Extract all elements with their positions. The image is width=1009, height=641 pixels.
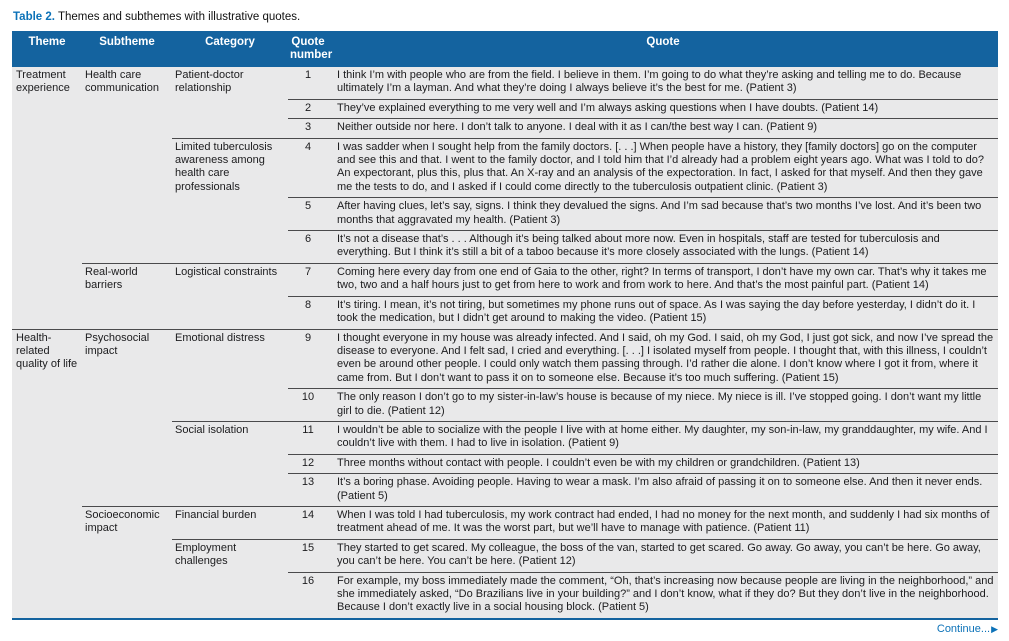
quote-number-cell: 2 bbox=[288, 98, 328, 119]
quote-number-cell: 4 bbox=[288, 137, 328, 198]
table-row: 12 Three months without contact with peo… bbox=[12, 453, 998, 474]
table-row: 16 For example, my boss immediately made… bbox=[12, 571, 998, 619]
quote-cell: Three months without contact with people… bbox=[328, 453, 998, 474]
table-row: 3 Neither outside nor here. I don’t talk… bbox=[12, 118, 998, 139]
continue-link[interactable]: Continue... bbox=[936, 622, 991, 635]
subtheme-cell: Socioeconomic impact bbox=[82, 505, 172, 619]
quote-cell: I thought everyone in my house was alrea… bbox=[328, 328, 998, 389]
theme-cell: Health-related quality of life bbox=[12, 328, 82, 619]
quote-number-cell: 11 bbox=[288, 420, 328, 455]
quote-number-cell: 6 bbox=[288, 230, 328, 264]
table-footer: Continue...▶ bbox=[12, 623, 998, 635]
table-row: Social isolation 11 I wouldn’t be able t… bbox=[12, 420, 998, 507]
page-title: Table 2. Themes and subthemes with illus… bbox=[13, 10, 998, 24]
quote-number-cell: 8 bbox=[288, 295, 328, 329]
category-cell: Emotional distress bbox=[172, 328, 288, 422]
quote-number-cell: 15 bbox=[288, 538, 328, 573]
quote-number-cell: 9 bbox=[288, 328, 328, 389]
table-row: Real-world barriers Logistical constrain… bbox=[12, 262, 998, 329]
quote-cell: I was sadder when I sought help from the… bbox=[328, 137, 998, 198]
category-cell: Financial burden bbox=[172, 505, 288, 540]
table-row: Treatment experience Health care communi… bbox=[12, 67, 998, 99]
table-row: 5 After having clues, let’s say, signs. … bbox=[12, 197, 998, 231]
quote-cell: It’s not a disease that’s . . . Although… bbox=[328, 230, 998, 264]
table-row: 13 It’s a boring phase. Avoiding people.… bbox=[12, 473, 998, 507]
column-header-quote-number: Quote number bbox=[288, 31, 332, 67]
quote-cell: I think I’m with people who are from the… bbox=[337, 69, 962, 95]
table-row: Socioeconomic impact Financial burden 14… bbox=[12, 505, 998, 619]
quote-number-cell: 16 bbox=[288, 571, 328, 619]
quote-number-cell: 1 bbox=[304, 69, 312, 81]
table-row: 2 They’ve explained everything to me ver… bbox=[12, 98, 998, 119]
category-cell: Employment challenges bbox=[172, 538, 288, 619]
category-cell: Patient-doctor relationship bbox=[175, 69, 244, 95]
quote-number-cell: 12 bbox=[288, 453, 328, 474]
header-row: Theme Subtheme Category Quote number Quo… bbox=[12, 31, 998, 67]
quote-cell: It’s tiring. I mean, it’s not tiring, bu… bbox=[328, 295, 998, 329]
quote-cell: It’s a boring phase. Avoiding people. Ha… bbox=[328, 473, 998, 507]
table-row: Health-related quality of life Psychosoc… bbox=[12, 328, 998, 619]
continue-arrow-icon[interactable]: ▶ bbox=[991, 623, 998, 634]
quote-cell: Coming here every day from one end of Ga… bbox=[328, 262, 998, 297]
subtheme-cell: Real-world barriers bbox=[82, 262, 172, 329]
category-cell: Social isolation bbox=[172, 420, 288, 507]
themes-table: Theme Subtheme Category Quote number Quo… bbox=[12, 31, 998, 620]
quote-number-cell: 13 bbox=[288, 473, 328, 507]
column-header-category: Category bbox=[172, 31, 288, 67]
subtheme-cell: Health care communication bbox=[85, 69, 159, 95]
column-header-theme: Theme bbox=[12, 31, 82, 67]
column-header-subtheme: Subtheme bbox=[82, 31, 172, 67]
quote-cell: After having clues, let’s say, signs. I … bbox=[328, 197, 998, 231]
table-title-text: Themes and subthemes with illustrative q… bbox=[54, 11, 301, 23]
quote-cell: When I was told I had tuberculosis, my w… bbox=[328, 505, 998, 540]
theme-cell: Treatment experience bbox=[16, 69, 70, 95]
table-row: Employment challenges 15 They started to… bbox=[12, 538, 998, 619]
table-row: Limited tuberculosis awareness among hea… bbox=[12, 137, 998, 264]
table-row: 8 It’s tiring. I mean, it’s not tiring, … bbox=[12, 295, 998, 329]
table-row: 10 The only reason I don’t go to my sist… bbox=[12, 388, 998, 422]
quote-cell: I wouldn’t be able to socialize with the… bbox=[328, 420, 998, 455]
quote-number-cell: 10 bbox=[288, 388, 328, 422]
table-number-label: Table 2. bbox=[13, 11, 55, 23]
category-cell: Logistical constraints bbox=[172, 262, 288, 329]
category-cell: Limited tuberculosis awareness among hea… bbox=[172, 137, 288, 264]
quote-number-cell: 3 bbox=[288, 118, 328, 139]
quote-number-cell: 14 bbox=[288, 505, 328, 540]
quote-cell: They’ve explained everything to me very … bbox=[328, 98, 998, 119]
quote-number-cell: 5 bbox=[288, 197, 328, 231]
subtheme-cell: Psychosocial impact bbox=[82, 328, 172, 507]
column-header-quote: Quote bbox=[328, 31, 998, 67]
quote-cell: They started to get scared. My colleague… bbox=[328, 538, 998, 573]
table-row: 6 It’s not a disease that’s . . . Althou… bbox=[12, 230, 998, 264]
quote-cell: Neither outside nor here. I don’t talk t… bbox=[328, 118, 998, 139]
quote-cell: For example, my boss immediately made th… bbox=[328, 571, 998, 619]
quote-number-cell: 7 bbox=[288, 262, 328, 297]
quote-cell: The only reason I don’t go to my sister-… bbox=[328, 388, 998, 422]
